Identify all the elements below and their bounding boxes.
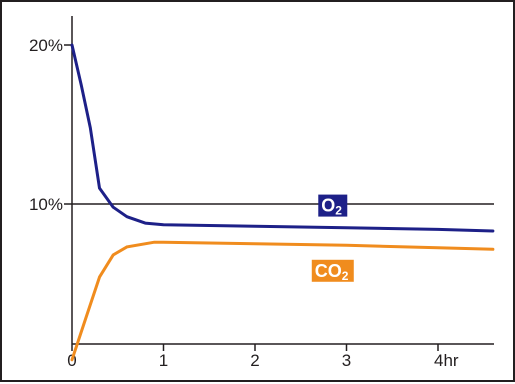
y-tick-label: 10% bbox=[29, 195, 63, 214]
x-tick-label: 2 bbox=[250, 351, 259, 370]
series-label-subscript: 2 bbox=[342, 269, 349, 283]
series-label-subscript: 2 bbox=[335, 204, 342, 218]
series-line-o2 bbox=[70, 43, 495, 233]
series-label-main: CO bbox=[315, 261, 342, 281]
series-label-o2: O2 bbox=[318, 194, 348, 218]
y-tick-label: 20% bbox=[29, 36, 63, 55]
series-label-background bbox=[318, 194, 348, 217]
x-tick-label: 4hr bbox=[434, 351, 459, 370]
series-label-main: O bbox=[321, 196, 335, 216]
series-label-co2: CO2 bbox=[311, 259, 354, 283]
series-line-co2 bbox=[70, 240, 495, 362]
x-tick-label: 1 bbox=[159, 351, 168, 370]
x-tick-label: 3 bbox=[342, 351, 351, 370]
series-label-background bbox=[311, 259, 354, 282]
series-label-text: O2 bbox=[321, 196, 342, 218]
series-label-text: CO2 bbox=[315, 261, 349, 283]
